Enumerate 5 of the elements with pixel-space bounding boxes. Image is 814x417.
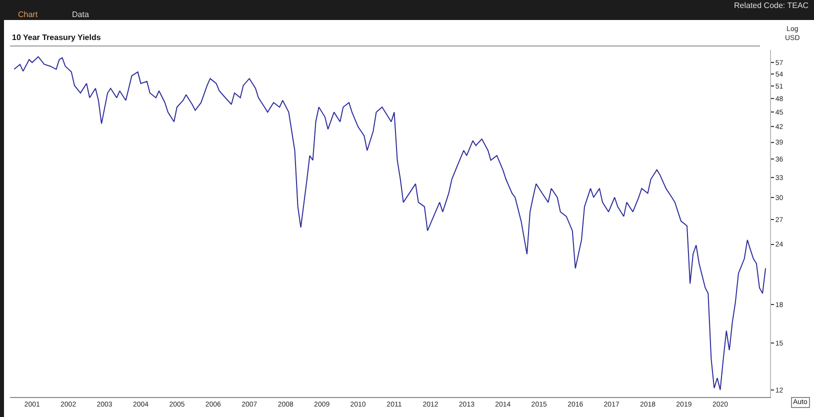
text: Related Code: TEAC [734,1,809,10]
text: Data [72,10,90,19]
line-series [14,56,766,390]
text: Chart [18,10,38,19]
chart-title: 10 Year Treasury Yields [12,33,102,42]
